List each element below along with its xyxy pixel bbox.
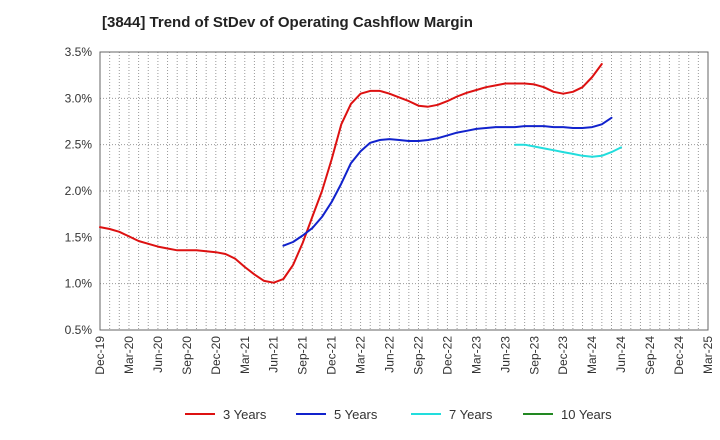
x-tick-label: Dec-21: [325, 336, 339, 375]
x-tick-label: Mar-23: [469, 336, 483, 374]
y-tick-label: 1.5%: [65, 230, 93, 244]
x-tick-label: Sep-21: [296, 336, 310, 375]
x-tick-label: Dec-19: [93, 336, 107, 375]
y-tick-label: 3.5%: [65, 45, 93, 59]
chart-title: [3844] Trend of StDev of Operating Cashf…: [102, 14, 473, 31]
series-line-5-years: [282, 116, 613, 247]
x-tick-label: Jun-21: [267, 336, 281, 373]
x-tick-label: Dec-24: [672, 336, 686, 375]
y-tick-label: 1.0%: [65, 277, 93, 291]
x-tick-label: Jun-23: [498, 336, 512, 373]
x-tick-label: Sep-24: [643, 336, 657, 375]
legend-label: 3 Years: [223, 407, 267, 422]
y-tick-label: 2.5%: [65, 138, 93, 152]
x-tick-label: Sep-20: [180, 336, 194, 375]
plot-frame: [99, 51, 709, 331]
x-tick-label: Mar-21: [238, 336, 252, 374]
x-tick-label: Dec-22: [440, 336, 454, 375]
x-tick-label: Mar-25: [701, 336, 715, 374]
legend-label: 10 Years: [561, 407, 612, 422]
y-tick-label: 3.0%: [65, 91, 93, 105]
legend-label: 5 Years: [334, 407, 378, 422]
x-tick-label: Jun-24: [614, 336, 628, 373]
y-tick-label: 2.0%: [65, 184, 93, 198]
x-tick-label: Dec-20: [209, 336, 223, 375]
x-tick-label: Jun-22: [383, 336, 397, 373]
y-tick-label: 0.5%: [65, 323, 93, 337]
x-tick-label: Mar-20: [122, 336, 136, 374]
x-tick-label: Sep-23: [527, 336, 541, 375]
x-tick-label: Jun-20: [151, 336, 165, 373]
series-line-7-years: [514, 143, 623, 158]
x-tick-label: Sep-22: [411, 336, 425, 375]
x-tick-label: Mar-22: [354, 336, 368, 374]
legend-label: 7 Years: [449, 407, 493, 422]
series-line-3-years: [99, 63, 603, 284]
x-tick-label: Mar-24: [585, 336, 599, 374]
x-tick-label: Dec-23: [556, 336, 570, 375]
